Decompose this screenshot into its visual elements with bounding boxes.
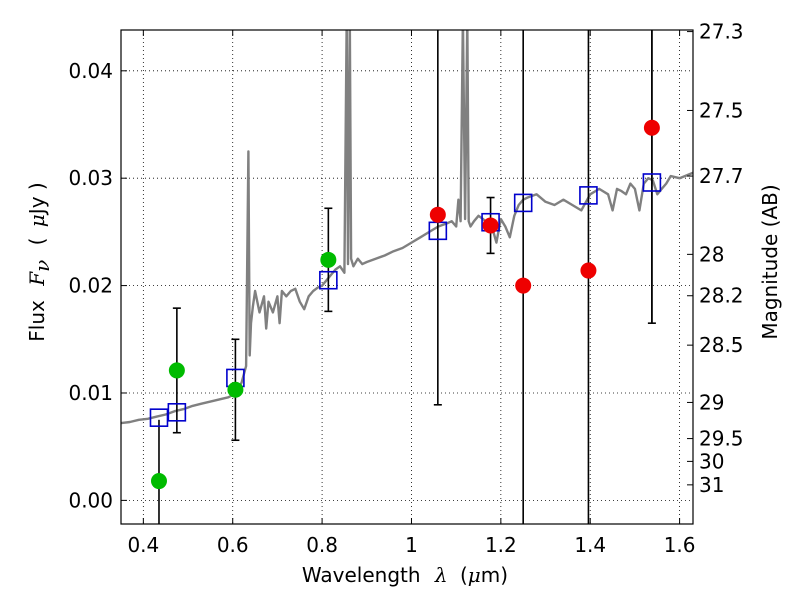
y-axis-label-paren: ( <box>25 238 49 246</box>
errorbar-layer <box>158 30 656 524</box>
grid <box>121 30 693 524</box>
observed-point-red <box>515 277 532 294</box>
model-photometry-square <box>167 403 187 422</box>
observed-point-green <box>150 473 167 490</box>
observed-point-green <box>227 381 244 398</box>
x-tick-label: 1.6 <box>664 533 696 557</box>
x-tick-label: 0.4 <box>127 533 159 557</box>
y-axis-label: Flux Fν ( μJy ) <box>25 182 54 341</box>
x-tick-label: 0.8 <box>306 533 338 557</box>
spectrum-line <box>121 30 693 425</box>
y-tick-label: 0.02 <box>68 274 113 298</box>
right-tick-label: 30 <box>699 449 724 473</box>
right-tick-label: 28 <box>699 242 724 266</box>
plot-frame <box>120 29 694 525</box>
tick-layer: 0.4 0.6 0.8 1 1.2 1.4 1.6 0.00 0.01 0.02 0.03 0.04 2… <box>68 20 743 557</box>
model-photometry-square <box>579 186 598 205</box>
model-photometry-square <box>513 193 533 213</box>
right-tick-label: 29 <box>699 390 724 414</box>
x-tick-label: 0.6 <box>217 533 249 557</box>
x-axis-label-paren: ( <box>460 563 468 587</box>
right-tick-label: 31 <box>699 473 724 497</box>
observed-point-red <box>482 217 499 234</box>
model-photometry-square <box>319 270 338 290</box>
x-axis-label: Wavelength λ (μm) <box>302 563 508 587</box>
y-axis-label-text: Flux <box>25 300 49 342</box>
observed-point-red <box>580 262 597 279</box>
x-tick-label: 1.4 <box>574 533 606 557</box>
model-photometry-square <box>149 408 169 427</box>
y-axis-label-unit-symbol: μ <box>25 214 49 227</box>
right-tick-label: 27.7 <box>699 164 744 188</box>
y-axis-label-symbol: F <box>25 271 49 287</box>
x-tick-label: 1.2 <box>485 533 517 557</box>
observed-point-green <box>168 362 185 379</box>
right-axis-label: Magnitude (AB) <box>758 184 782 339</box>
x-axis-label-unit-symbol: μ <box>468 563 481 587</box>
right-tick-label: 28.2 <box>699 284 744 308</box>
model-photometry-square <box>642 173 662 192</box>
x-axis-label-text: Wavelength <box>302 563 421 587</box>
x-axis-label-unit: m) <box>481 563 508 587</box>
x-axis-label-symbol: λ <box>434 563 448 587</box>
y-axis-label-subscript: ν <box>30 260 54 272</box>
y-tick-label: 0.01 <box>68 381 113 405</box>
observed-point-green <box>320 251 337 268</box>
y-tick-label: 0.04 <box>68 59 113 83</box>
marker-layer <box>149 119 662 490</box>
spectrum-layer <box>121 30 693 425</box>
x-tick-label: 1 <box>405 533 418 557</box>
y-axis-label-unit: Jy ) <box>25 182 49 216</box>
observed-point-red <box>643 119 660 136</box>
right-tick-label: 29.5 <box>699 427 744 451</box>
y-tick-label: 0.03 <box>68 166 113 190</box>
y-tick-label: 0.00 <box>68 488 113 512</box>
right-tick-label: 27.5 <box>699 98 744 122</box>
observed-point-red <box>429 206 446 223</box>
right-tick-label: 28.5 <box>699 333 744 357</box>
right-tick-label: 27.3 <box>699 20 744 44</box>
